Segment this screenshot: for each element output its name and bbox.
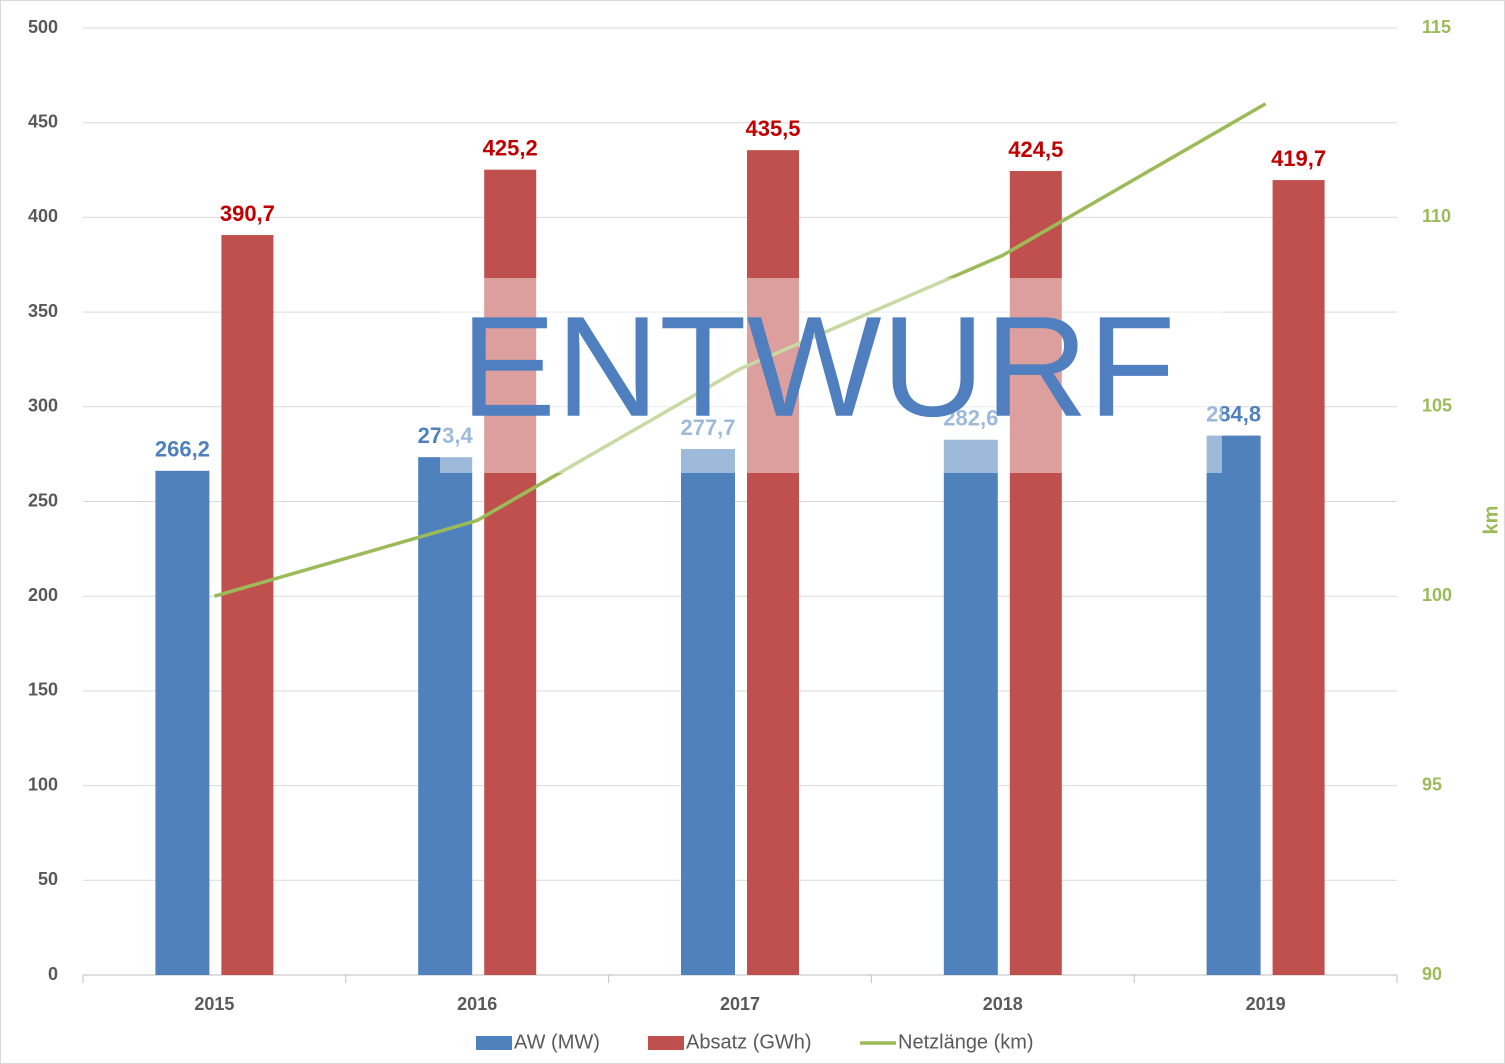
- x-tick-label: 2018: [983, 994, 1023, 1014]
- y-tick-label: 350: [28, 301, 58, 321]
- legend-swatch: [648, 1036, 684, 1050]
- data-label: 277,7: [680, 415, 735, 440]
- legend-swatch: [476, 1036, 512, 1050]
- data-label: 435,5: [745, 116, 800, 141]
- y-tick-label: 450: [28, 111, 58, 131]
- legend-label: Absatz (GWh): [686, 1031, 812, 1053]
- bar: [681, 449, 735, 975]
- data-label: 284,8: [1206, 401, 1261, 426]
- y2-tick-label: 100: [1422, 585, 1452, 605]
- legend: AW (MW) Absatz (GWh) Netzlänge (km): [476, 1031, 1034, 1053]
- data-label: 424,5: [1008, 137, 1063, 162]
- x-tick-label: 2015: [194, 994, 234, 1014]
- data-label: 419,7: [1271, 146, 1326, 171]
- y-tick-label: 300: [28, 396, 58, 416]
- x-tick-label: 2016: [457, 994, 497, 1014]
- y2-tick-label: 105: [1422, 396, 1452, 416]
- data-label: 273,4: [418, 423, 474, 448]
- y2-tick-label: 95: [1422, 774, 1442, 794]
- bar: [155, 470, 210, 975]
- y-tick-label: 500: [28, 17, 58, 37]
- bar: [1272, 180, 1325, 975]
- x-tick-label: 2019: [1246, 994, 1286, 1014]
- y-tick-label: 200: [28, 585, 58, 605]
- bar: [943, 439, 998, 975]
- data-label: 282,6: [943, 406, 998, 431]
- y2-tick-label: 115: [1422, 17, 1451, 37]
- data-label: 425,2: [483, 135, 538, 160]
- y-tick-label: 400: [28, 206, 58, 226]
- line-series: [213, 102, 1267, 598]
- y2-tick-label: 110: [1422, 206, 1451, 226]
- bar: [221, 235, 274, 975]
- bar: [1206, 435, 1261, 975]
- legend-label: Netzlänge (km): [898, 1031, 1034, 1053]
- y-tick-label: 150: [28, 680, 58, 700]
- y-tick-label: 50: [38, 869, 58, 889]
- y2-tick-label: 90: [1422, 964, 1442, 984]
- data-label: 390,7: [220, 201, 275, 226]
- legend-label: AW (MW): [514, 1031, 600, 1053]
- bar: [418, 457, 473, 975]
- y2-axis-label: km: [1480, 506, 1502, 535]
- bar: [747, 150, 799, 976]
- bar: [1009, 170, 1062, 975]
- data-label: 266,2: [155, 437, 210, 462]
- plot-area: 0 50 100 150 200 250 300 350 400 450 500 90 95 100 105…: [28, 17, 1452, 1014]
- bar: [484, 169, 537, 975]
- y-tick-label: 100: [28, 774, 58, 794]
- watermark-shade: [440, 278, 1222, 473]
- x-tick-label: 2017: [720, 994, 760, 1014]
- y-tick-label: 0: [48, 964, 58, 984]
- watermark: ENTWURF: [461, 288, 1176, 447]
- y-tick-label: 250: [28, 490, 58, 510]
